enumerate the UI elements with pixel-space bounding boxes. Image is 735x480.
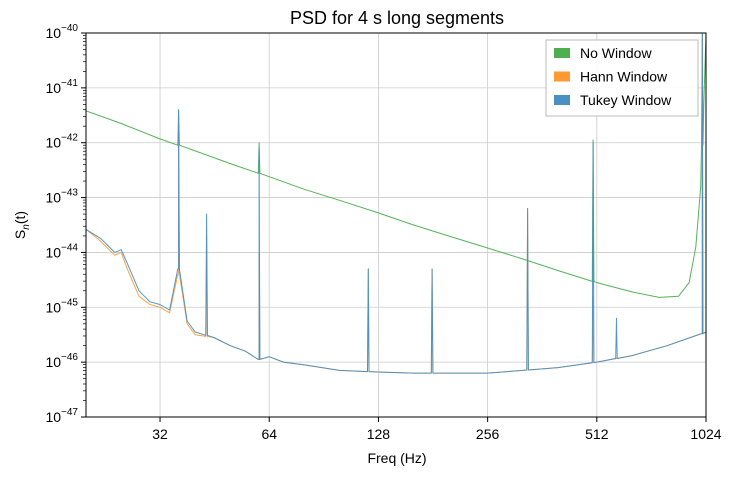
- x-tick-label: 256: [476, 426, 500, 442]
- y-axis-label: Sn(t): [12, 211, 32, 239]
- series-line-tukey-window: [86, 33, 706, 374]
- legend-swatch-no-window: [554, 48, 570, 58]
- legend-label-hann-window: Hann Window: [580, 69, 668, 85]
- y-axis-label-main: S: [12, 230, 28, 239]
- y-tick-label: 10−42: [45, 133, 78, 151]
- x-tick-label: 512: [585, 426, 609, 442]
- y-tick-label: 10−47: [45, 407, 78, 425]
- y-axis-label-subscript: n: [21, 224, 32, 230]
- y-tick-label: 10−46: [45, 352, 78, 370]
- plot-area: 32 64 128 256 512 1024 10−47 10−46 10−45 10−44 10−…: [45, 23, 721, 442]
- y-tick-label: 10−45: [45, 297, 78, 315]
- legend-swatch-hann-window: [554, 71, 570, 82]
- y-tick-label: 10−40: [45, 23, 78, 41]
- x-tick-label: 1024: [690, 426, 721, 442]
- x-tick-label: 128: [367, 426, 391, 442]
- y-tick-label: 10−44: [45, 242, 78, 260]
- y-tick-label: 10−41: [45, 78, 78, 96]
- y-tick-label: 10−43: [45, 188, 78, 206]
- chart-title: PSD for 4 s long segments: [290, 8, 504, 28]
- x-tick-label: 64: [261, 426, 277, 442]
- legend-label-no-window: No Window: [580, 45, 652, 61]
- svg-text:Sn(t): Sn(t): [12, 211, 32, 239]
- x-axis-label: Freq (Hz): [367, 450, 426, 466]
- series-group: [86, 33, 706, 374]
- x-tick-label: 32: [152, 426, 168, 442]
- legend-box: [545, 39, 699, 117]
- plot-frame: [85, 32, 707, 418]
- y-axis-label-suffix: (t): [12, 211, 28, 224]
- series-line-no-window: [86, 33, 706, 298]
- legend-label-tukey-window: Tukey Window: [580, 92, 672, 108]
- legend-swatch-tukey-window: [554, 95, 570, 105]
- legend: No Window Hann Window Tukey Window: [545, 39, 699, 117]
